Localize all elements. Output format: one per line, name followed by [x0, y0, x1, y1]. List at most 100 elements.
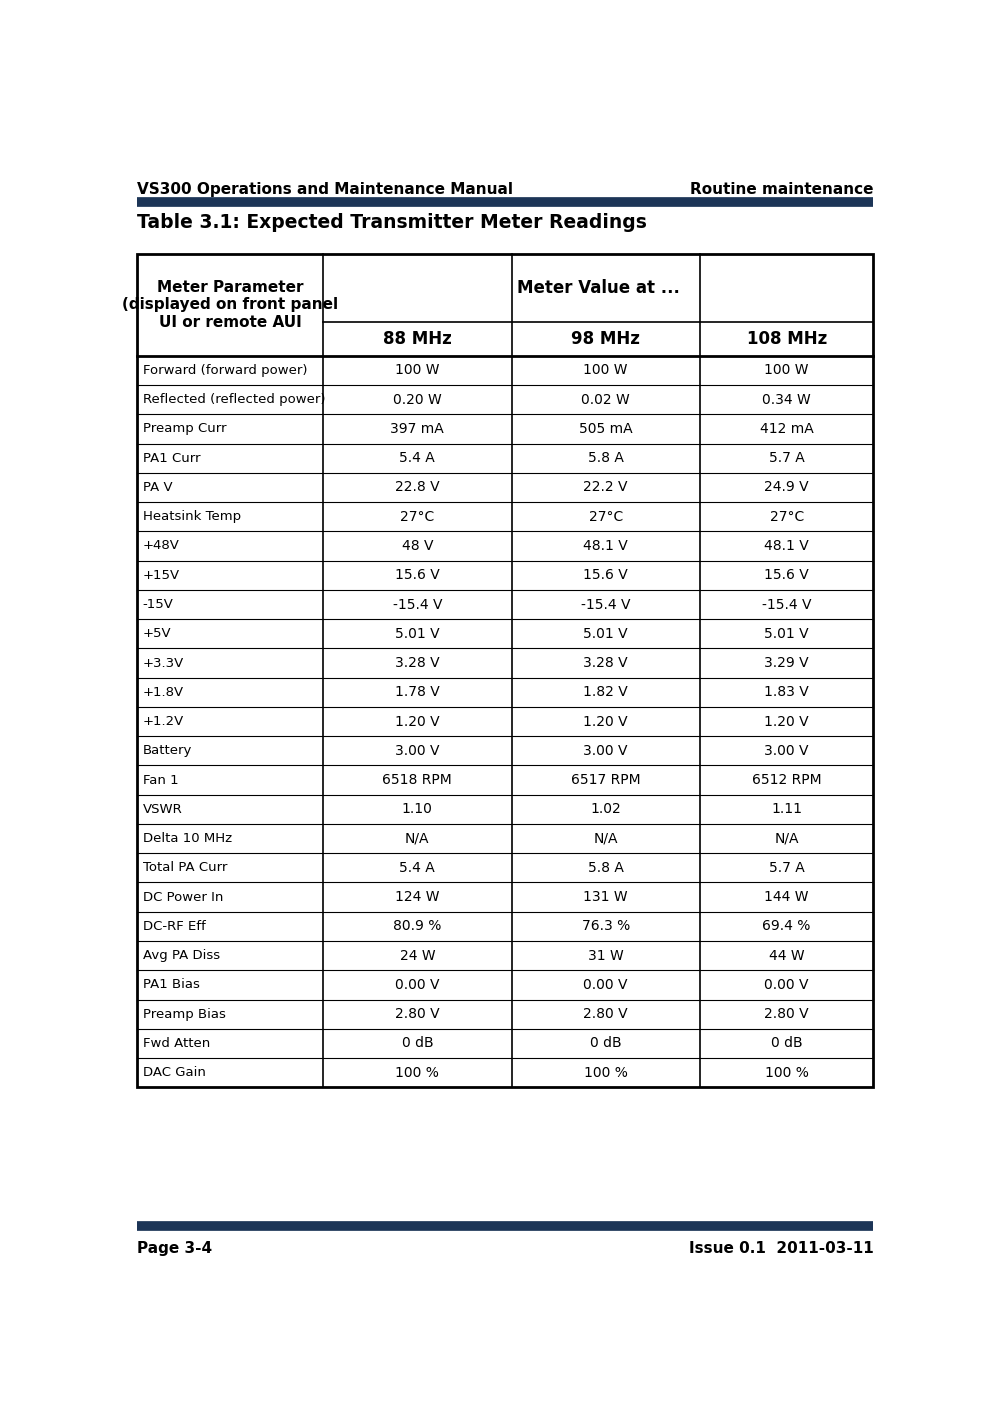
Text: Preamp Curr: Preamp Curr	[143, 422, 226, 436]
Text: Meter Parameter
(displayed on front panel
UI or remote AUI: Meter Parameter (displayed on front pane…	[122, 281, 338, 329]
Text: Forward (forward power): Forward (forward power)	[143, 363, 307, 378]
Text: 108 MHz: 108 MHz	[746, 329, 827, 348]
Text: DC Power In: DC Power In	[143, 891, 223, 903]
Text: 3.00 V: 3.00 V	[584, 744, 628, 758]
Text: 6518 RPM: 6518 RPM	[383, 774, 453, 787]
Text: Reflected (reflected power): Reflected (reflected power)	[143, 393, 325, 406]
Text: 48 V: 48 V	[401, 539, 433, 553]
Text: Table 3.1: Expected Transmitter Meter Readings: Table 3.1: Expected Transmitter Meter Re…	[137, 214, 647, 232]
Text: Preamp Bias: Preamp Bias	[143, 1007, 226, 1020]
Text: 22.2 V: 22.2 V	[584, 480, 628, 494]
Text: +1.8V: +1.8V	[143, 685, 183, 698]
Text: 0 dB: 0 dB	[401, 1036, 433, 1050]
Text: +15V: +15V	[143, 569, 179, 581]
Text: 15.6 V: 15.6 V	[584, 569, 628, 583]
Text: Heatsink Temp: Heatsink Temp	[143, 510, 241, 523]
Text: 100 W: 100 W	[395, 363, 440, 378]
Text: 5.4 A: 5.4 A	[399, 861, 435, 875]
Text: 3.29 V: 3.29 V	[764, 656, 809, 670]
Text: 0.34 W: 0.34 W	[762, 393, 811, 406]
Text: 48.1 V: 48.1 V	[584, 539, 628, 553]
Text: 44 W: 44 W	[769, 949, 805, 963]
Text: 6512 RPM: 6512 RPM	[752, 774, 821, 787]
Text: 88 MHz: 88 MHz	[383, 329, 452, 348]
Text: DC-RF Eff: DC-RF Eff	[143, 921, 205, 933]
Text: 144 W: 144 W	[764, 891, 809, 903]
Text: 1.20 V: 1.20 V	[764, 714, 809, 728]
Text: N/A: N/A	[774, 832, 799, 845]
Text: 100 %: 100 %	[765, 1066, 809, 1080]
Text: 80.9 %: 80.9 %	[393, 919, 442, 933]
Text: 15.6 V: 15.6 V	[395, 569, 440, 583]
Text: 505 mA: 505 mA	[579, 422, 632, 436]
Text: 397 mA: 397 mA	[390, 422, 445, 436]
Text: 24.9 V: 24.9 V	[764, 480, 809, 494]
Text: 31 W: 31 W	[588, 949, 623, 963]
Text: 5.8 A: 5.8 A	[588, 452, 623, 465]
Text: -15V: -15V	[143, 598, 174, 611]
Text: Battery: Battery	[143, 744, 192, 757]
Text: 0.20 W: 0.20 W	[393, 393, 442, 406]
Text: Fwd Atten: Fwd Atten	[143, 1037, 210, 1050]
Text: 27°C: 27°C	[589, 510, 623, 524]
Text: 3.00 V: 3.00 V	[764, 744, 809, 758]
Text: Page 3-4: Page 3-4	[137, 1241, 212, 1257]
Text: N/A: N/A	[405, 832, 430, 845]
Text: -15.4 V: -15.4 V	[581, 597, 630, 611]
Text: 100 %: 100 %	[395, 1066, 440, 1080]
Text: 5.8 A: 5.8 A	[588, 861, 623, 875]
Text: PA V: PA V	[143, 482, 173, 494]
Text: 2.80 V: 2.80 V	[764, 1007, 809, 1022]
Text: 5.7 A: 5.7 A	[769, 861, 805, 875]
Text: 27°C: 27°C	[769, 510, 804, 524]
Text: 0.00 V: 0.00 V	[584, 978, 628, 992]
Text: 0.02 W: 0.02 W	[582, 393, 630, 406]
Text: 5.01 V: 5.01 V	[395, 627, 440, 641]
Text: 1.78 V: 1.78 V	[395, 685, 440, 700]
Text: 412 mA: 412 mA	[760, 422, 813, 436]
Text: 0.00 V: 0.00 V	[395, 978, 440, 992]
Text: 0 dB: 0 dB	[590, 1036, 621, 1050]
Text: 5.01 V: 5.01 V	[764, 627, 809, 641]
Text: 98 MHz: 98 MHz	[571, 329, 640, 348]
Text: 1.82 V: 1.82 V	[584, 685, 628, 700]
Text: 48.1 V: 48.1 V	[764, 539, 810, 553]
Text: 3.00 V: 3.00 V	[395, 744, 440, 758]
Text: +48V: +48V	[143, 540, 179, 553]
Text: VSWR: VSWR	[143, 802, 182, 817]
Text: PA1 Bias: PA1 Bias	[143, 979, 199, 992]
Text: 27°C: 27°C	[400, 510, 435, 524]
Text: 100 W: 100 W	[764, 363, 809, 378]
Text: +5V: +5V	[143, 627, 172, 640]
Text: N/A: N/A	[594, 832, 618, 845]
Text: 100 %: 100 %	[584, 1066, 628, 1080]
Text: 1.20 V: 1.20 V	[584, 714, 628, 728]
Bar	[137, 254, 874, 1087]
Text: 3.28 V: 3.28 V	[584, 656, 628, 670]
Text: Meter Value at ...: Meter Value at ...	[517, 279, 679, 296]
Text: Routine maintenance: Routine maintenance	[690, 182, 874, 197]
Text: 5.4 A: 5.4 A	[399, 452, 435, 465]
Text: Delta 10 MHz: Delta 10 MHz	[143, 832, 232, 845]
Text: Fan 1: Fan 1	[143, 774, 178, 787]
Text: 76.3 %: 76.3 %	[582, 919, 630, 933]
Text: 24 W: 24 W	[399, 949, 435, 963]
Text: 1.11: 1.11	[771, 802, 803, 817]
Text: 1.20 V: 1.20 V	[395, 714, 440, 728]
Text: Total PA Curr: Total PA Curr	[143, 861, 227, 875]
Text: 100 W: 100 W	[584, 363, 628, 378]
Text: VS300 Operations and Maintenance Manual: VS300 Operations and Maintenance Manual	[137, 182, 513, 197]
Text: PA1 Curr: PA1 Curr	[143, 452, 200, 465]
Text: Issue 0.1  2011-03-11: Issue 0.1 2011-03-11	[688, 1241, 874, 1257]
Text: 0.00 V: 0.00 V	[764, 978, 809, 992]
Text: 15.6 V: 15.6 V	[764, 569, 810, 583]
Text: 2.80 V: 2.80 V	[584, 1007, 628, 1022]
Text: 131 W: 131 W	[584, 891, 628, 903]
Text: 124 W: 124 W	[395, 891, 440, 903]
Text: 1.83 V: 1.83 V	[764, 685, 810, 700]
Text: Avg PA Diss: Avg PA Diss	[143, 949, 220, 962]
Text: +3.3V: +3.3V	[143, 657, 183, 670]
Text: 1.02: 1.02	[591, 802, 621, 817]
Text: +1.2V: +1.2V	[143, 715, 183, 728]
Text: DAC Gain: DAC Gain	[143, 1066, 205, 1079]
